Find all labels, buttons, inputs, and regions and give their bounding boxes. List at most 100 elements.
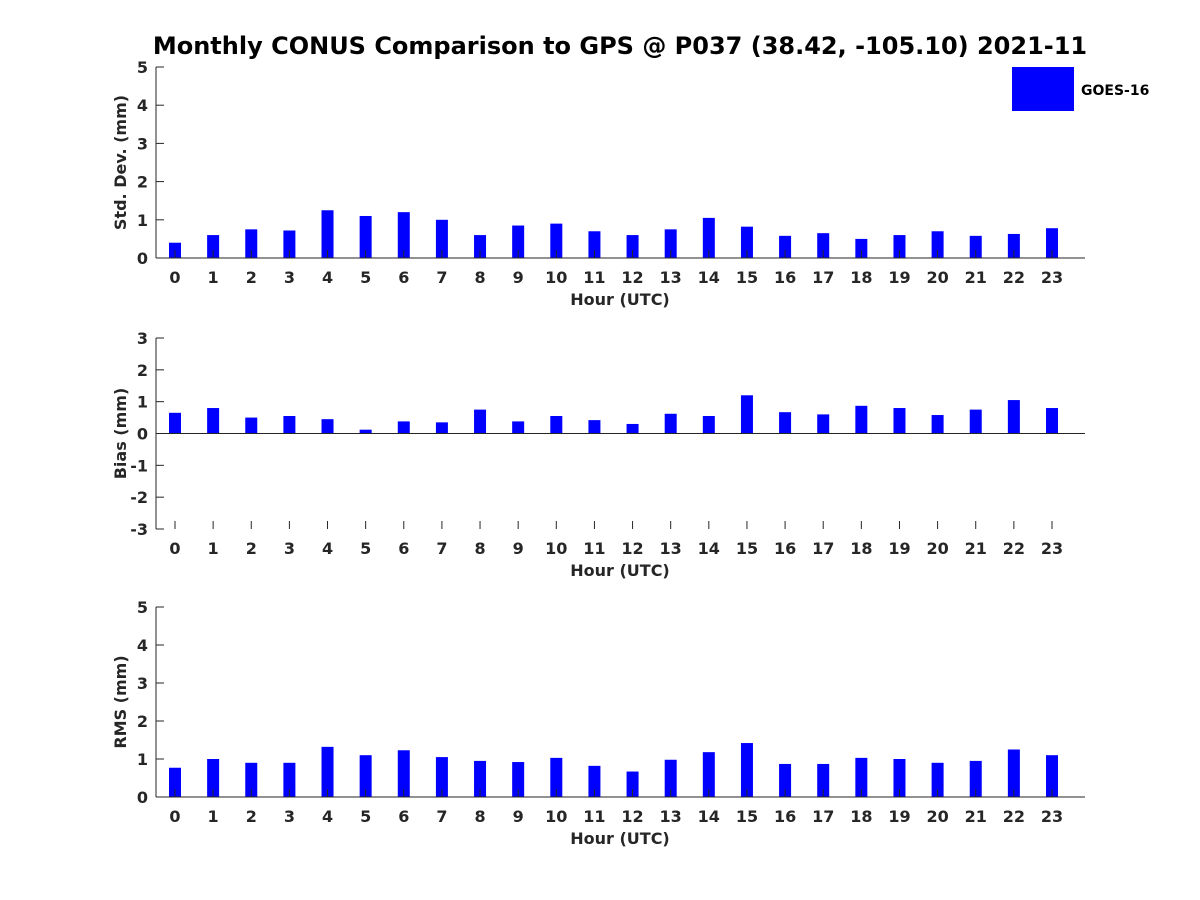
std-dev-xtick-label: 16 (774, 268, 796, 287)
std-dev-xtick-label: 17 (812, 268, 834, 287)
bias-ytick-label: -1 (130, 456, 148, 475)
rms-xtick-label: 3 (284, 807, 295, 826)
bias-bar-20 (931, 415, 944, 434)
bias-bar-7 (435, 422, 448, 434)
rms-bar-11 (588, 765, 601, 797)
rms-xtick-label: 20 (926, 807, 948, 826)
std-dev-bar-7 (435, 219, 448, 258)
bias-bar-13 (664, 413, 677, 434)
bias-bar-6 (397, 421, 410, 434)
std-dev-xtick-label: 14 (698, 268, 720, 287)
bias-xtick-label: 5 (360, 539, 371, 558)
std-dev-xtick-label: 15 (736, 268, 758, 287)
rms-xtick-label: 16 (774, 807, 796, 826)
std-dev-bar-8 (474, 235, 487, 258)
std-dev-xtick-label: 2 (246, 268, 257, 287)
bias-xtick-label: 6 (398, 539, 409, 558)
std-dev-xtick-label: 5 (360, 268, 371, 287)
rms-xtick-label: 21 (965, 807, 987, 826)
std-dev-ytick-label: 1 (137, 211, 148, 230)
std-dev-xtick-label: 10 (545, 268, 567, 287)
std-dev-xtick-label: 12 (621, 268, 643, 287)
bias-xtick-label: 1 (208, 539, 219, 558)
rms-xtick-label: 19 (888, 807, 910, 826)
std-dev-xtick-label: 23 (1041, 268, 1063, 287)
std-dev-bar-5 (359, 215, 372, 258)
bias-bar-11 (588, 420, 601, 434)
bias-bar-12 (626, 423, 639, 434)
bias-xtick-label: 17 (812, 539, 834, 558)
std-dev-bar-17 (817, 233, 830, 258)
std-dev-x-axis-label: Hour (UTC) (570, 290, 670, 309)
bias-xtick-label: 14 (698, 539, 720, 558)
legend-swatch (1012, 67, 1074, 111)
rms-xtick-label: 8 (474, 807, 485, 826)
std-dev-xtick-label: 19 (888, 268, 910, 287)
bias-xtick-label: 8 (474, 539, 485, 558)
bias-xtick-label: 3 (284, 539, 295, 558)
std-dev-bar-21 (969, 235, 982, 258)
bias-bar-2 (245, 417, 258, 434)
rms-bar-16 (779, 763, 792, 797)
rms-bar-0 (169, 767, 181, 797)
bias-bar-23 (1045, 408, 1058, 434)
rms-xtick-label: 23 (1041, 807, 1063, 826)
bias-bar-14 (702, 415, 715, 434)
bias-bar-1 (207, 408, 220, 434)
bias-xtick-label: 4 (322, 539, 333, 558)
std-dev-bar-20 (931, 231, 944, 258)
rms-bar-18 (855, 757, 868, 797)
rms-bar-20 (931, 762, 944, 797)
figure-title: Monthly CONUS Comparison to GPS @ P037 (… (153, 32, 1087, 60)
bias-bar-16 (779, 412, 792, 434)
std-dev-bar-2 (245, 229, 258, 258)
bias-xtick-label: 20 (926, 539, 948, 558)
std-dev-bar-16 (779, 235, 792, 258)
bias-y-axis-label: Bias (mm) (111, 388, 130, 480)
std-dev-bar-13 (664, 229, 677, 258)
rms-xtick-label: 0 (169, 807, 180, 826)
rms-bar-5 (359, 755, 372, 797)
rms-xtick-label: 2 (246, 807, 257, 826)
std-dev-ytick-label: 0 (137, 249, 148, 268)
rms-xtick-label: 4 (322, 807, 333, 826)
std-dev-xtick-label: 13 (660, 268, 682, 287)
std-dev-bar-4 (321, 210, 334, 258)
std-dev-bar-9 (512, 225, 525, 258)
bias-x-axis-label: Hour (UTC) (570, 561, 670, 580)
std-dev-xtick-label: 4 (322, 268, 333, 287)
rms-xtick-label: 7 (436, 807, 447, 826)
rms-bar-15 (740, 743, 753, 797)
rms-bar-3 (283, 762, 296, 797)
std-dev-bar-6 (397, 212, 410, 258)
bias-ytick-label: -2 (130, 488, 148, 507)
bias-bar-3 (283, 415, 296, 434)
std-dev-bar-10 (550, 223, 563, 258)
bias-xtick-label: 16 (774, 539, 796, 558)
rms-bar-2 (245, 762, 258, 797)
bias-bar-22 (1007, 400, 1020, 434)
std-dev-xtick-label: 18 (850, 268, 872, 287)
bias-bar-21 (969, 409, 982, 434)
bias-bar-8 (474, 409, 487, 434)
std-dev-xtick-label: 22 (1003, 268, 1025, 287)
std-dev-xtick-label: 7 (436, 268, 447, 287)
rms-bar-1 (207, 759, 220, 797)
bias-xtick-label: 11 (583, 539, 605, 558)
std-dev-xtick-label: 9 (513, 268, 524, 287)
std-dev-bar-22 (1007, 233, 1020, 258)
rms-xtick-label: 6 (398, 807, 409, 826)
bias-xtick-label: 18 (850, 539, 872, 558)
std-dev-xtick-label: 3 (284, 268, 295, 287)
std-dev-xtick-label: 20 (926, 268, 948, 287)
std-dev-bar-12 (626, 235, 639, 258)
std-dev-xtick-label: 1 (208, 268, 219, 287)
rms-ytick-label: 0 (137, 788, 148, 807)
bias-xtick-label: 21 (965, 539, 987, 558)
rms-xtick-label: 12 (621, 807, 643, 826)
bias-xtick-label: 15 (736, 539, 758, 558)
std-dev-bar-14 (702, 217, 715, 258)
